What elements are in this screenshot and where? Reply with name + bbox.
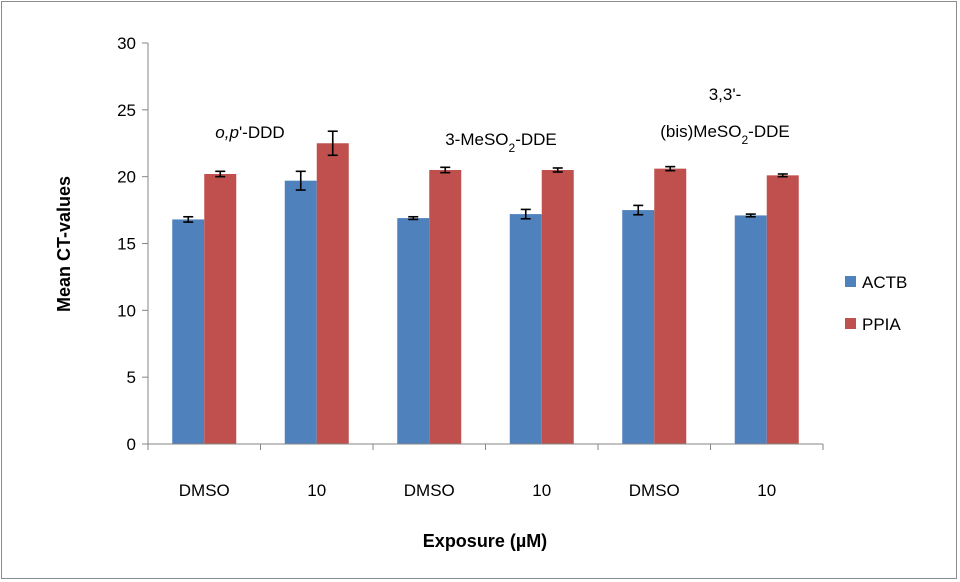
- y-tick-label: 0: [127, 435, 136, 454]
- bar-actb: [734, 215, 767, 444]
- error-bar: [183, 215, 194, 223]
- y-axis-title: Mean CT-values: [54, 176, 74, 312]
- x-tick-label: 10: [307, 481, 326, 500]
- annotations-layer: o,p'-DDD 3-MeSO2-DDE 3,3'- (bis)MeSO2-DDE: [215, 85, 789, 155]
- error-bar: [633, 204, 644, 216]
- annotation-label: 3-MeSO2-DDE: [445, 130, 557, 155]
- error-bar: [408, 215, 419, 221]
- legend-label-actb: ACTB: [862, 273, 907, 292]
- x-axis-title: Exposure (µM): [423, 531, 547, 551]
- bar-actb: [172, 219, 205, 444]
- bar-ppia: [316, 143, 349, 444]
- y-ticks-layer: 0 5 10 15 20 25 30: [117, 34, 148, 454]
- x-tick-label: DMSO: [629, 481, 680, 500]
- bar-actb: [397, 218, 430, 444]
- bar-ppia: [766, 175, 799, 444]
- bar-ppia: [654, 168, 687, 444]
- error-bar: [745, 213, 756, 218]
- error-bar: [215, 170, 226, 178]
- y-tick-label: 20: [117, 168, 136, 187]
- legend: ACTB PPIA: [845, 273, 907, 334]
- error-bars-layer: [183, 130, 788, 223]
- y-tick-label: 30: [117, 34, 136, 53]
- y-tick-label: 5: [127, 368, 136, 387]
- bars-layer: [172, 143, 799, 444]
- error-bar: [777, 173, 788, 178]
- annotation-label: o,p'-DDD: [215, 123, 284, 142]
- x-tick-label: DMSO: [404, 481, 455, 500]
- x-tick-label: 10: [532, 481, 551, 500]
- bar-ppia: [204, 173, 237, 444]
- legend-swatch-actb: [845, 276, 856, 287]
- x-ticks-layer: DMSO 10 DMSO 10 DMSO 10: [147, 444, 824, 500]
- y-tick-label: 25: [117, 101, 136, 120]
- annotation-label: 3,3'-: [709, 85, 742, 104]
- legend-label-ppia: PPIA: [862, 315, 901, 334]
- x-tick-label: DMSO: [179, 481, 230, 500]
- bar-actb: [284, 180, 317, 444]
- error-bar: [552, 167, 563, 173]
- x-tick-label: 10: [757, 481, 776, 500]
- error-bar: [440, 166, 451, 174]
- bar-actb: [509, 214, 542, 444]
- bar-actb: [622, 210, 655, 444]
- annotation-label: (bis)MeSO2-DDE: [660, 122, 789, 147]
- y-tick-label: 15: [117, 235, 136, 254]
- error-bar: [665, 165, 676, 172]
- legend-swatch-ppia: [845, 318, 856, 329]
- y-tick-label: 10: [117, 301, 136, 320]
- error-bar: [327, 130, 338, 157]
- bar-ppia: [429, 169, 462, 444]
- error-bar: [520, 208, 531, 220]
- bar-ppia: [541, 169, 574, 444]
- error-bar: [295, 170, 306, 191]
